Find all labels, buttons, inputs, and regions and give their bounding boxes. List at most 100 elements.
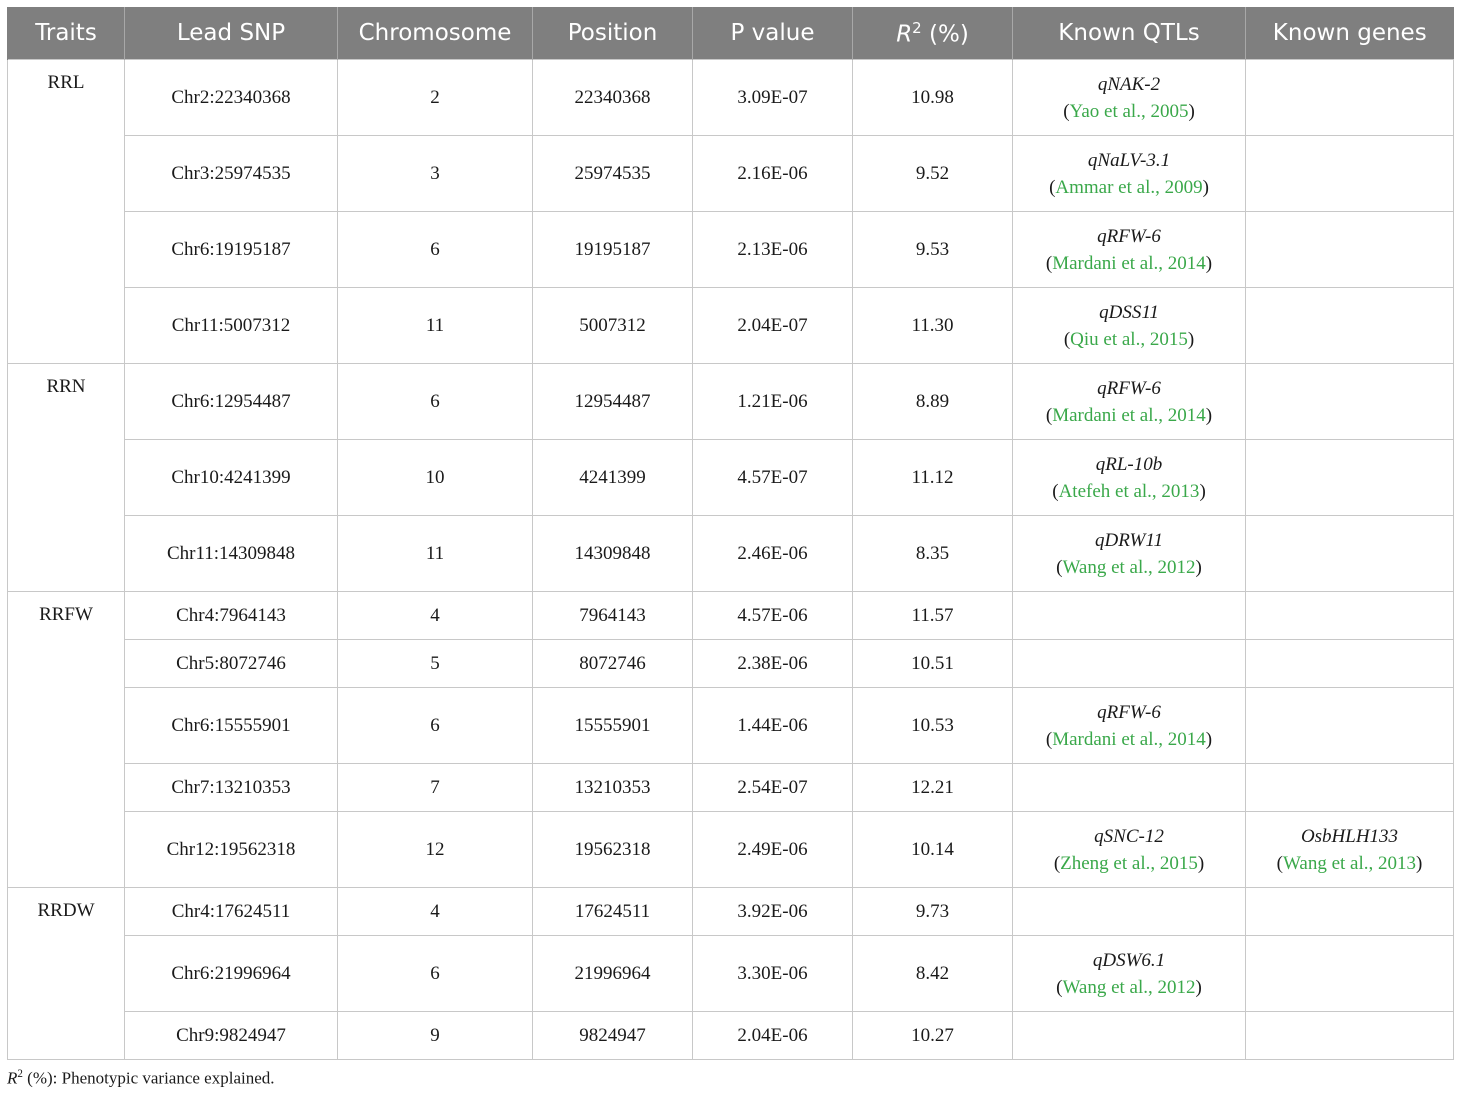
r2-cell: 12.21 bbox=[852, 763, 1013, 812]
lead-snp-cell: Chr6:15555901 bbox=[124, 687, 338, 764]
chromosome-cell: 6 bbox=[337, 935, 533, 1012]
known-gene-citation: (Wang et al., 2013) bbox=[1276, 852, 1423, 874]
known-qtl-cell bbox=[1012, 887, 1246, 936]
known-qtl-cell bbox=[1012, 763, 1246, 812]
known-qtl-citation: (Wang et al., 2012) bbox=[1056, 556, 1202, 578]
known-gene-cell bbox=[1245, 887, 1454, 936]
p-value-cell: 2.54E-07 bbox=[692, 763, 853, 812]
known-qtl-cell: qRFW-6 (Mardani et al., 2014) bbox=[1012, 687, 1246, 764]
lead-snp-cell: Chr10:4241399 bbox=[124, 439, 338, 516]
p-value-cell: 2.04E-07 bbox=[692, 287, 853, 364]
known-qtl-citation-link: Qiu et al., 2015 bbox=[1070, 328, 1188, 350]
p-value-cell: 4.57E-06 bbox=[692, 591, 853, 640]
position-cell: 25974535 bbox=[532, 135, 693, 212]
p-value-cell: 2.04E-06 bbox=[692, 1011, 853, 1060]
chromosome-cell: 3 bbox=[337, 135, 533, 212]
r2-cell: 11.30 bbox=[852, 287, 1013, 364]
chromosome-cell: 6 bbox=[337, 211, 533, 288]
chromosome-cell: 10 bbox=[337, 439, 533, 516]
lead-snp-cell: Chr5:8072746 bbox=[124, 639, 338, 688]
table-row: Chr10:4241399 10 4241399 4.57E-07 11.12 qRL-1… bbox=[8, 439, 1454, 516]
known-gene-cell bbox=[1245, 763, 1454, 812]
position-cell: 19195187 bbox=[532, 211, 693, 288]
p-value-cell: 1.44E-06 bbox=[692, 687, 853, 764]
known-qtl-name: qRFW-6 bbox=[1097, 225, 1161, 247]
known-gene-cell bbox=[1245, 515, 1454, 592]
known-qtl-name: qRL-10b bbox=[1095, 453, 1163, 475]
header-lead-snp: Lead SNP bbox=[124, 7, 338, 60]
r2-cell: 10.14 bbox=[852, 811, 1013, 888]
header-p-value: P value bbox=[692, 7, 853, 60]
known-qtl-cell: qSNC-12 (Zheng et al., 2015) bbox=[1012, 811, 1246, 888]
p-value-cell: 2.38E-06 bbox=[692, 639, 853, 688]
known-qtl-citation-link: Mardani et al., 2014 bbox=[1052, 252, 1206, 274]
known-gene-name: OsbHLH133 bbox=[1300, 825, 1399, 847]
known-qtl-name: qDSW6.1 bbox=[1092, 949, 1166, 971]
known-gene-cell bbox=[1245, 287, 1454, 364]
r2-cell: 9.73 bbox=[852, 887, 1013, 936]
known-qtl-name: qSNC-12 bbox=[1094, 825, 1164, 847]
chromosome-cell: 4 bbox=[337, 591, 533, 640]
known-gene-cell bbox=[1245, 59, 1454, 136]
footnote-sup: 2 bbox=[17, 1068, 23, 1080]
footnote-r: R bbox=[7, 1068, 18, 1088]
position-cell: 12954487 bbox=[532, 363, 693, 440]
known-qtl-name: qRFW-6 bbox=[1097, 701, 1161, 723]
lead-snp-cell: Chr12:19562318 bbox=[124, 811, 338, 888]
known-qtl-citation: (Qiu et al., 2015) bbox=[1063, 328, 1195, 350]
p-value-cell: 3.30E-06 bbox=[692, 935, 853, 1012]
known-qtl-citation: (Wang et al., 2012) bbox=[1056, 976, 1202, 998]
known-qtl-citation-link: Zheng et al., 2015 bbox=[1060, 852, 1198, 874]
table-row: Chr7:13210353 7 13210353 2.54E-07 12.21 bbox=[8, 763, 1454, 812]
table-row: RRDW Chr4:17624511 4 17624511 3.92E-06 9.73 bbox=[7, 887, 1454, 1060]
header-r2-unit: (%) bbox=[921, 21, 969, 48]
chromosome-cell: 11 bbox=[337, 515, 533, 592]
known-qtl-citation-link: Mardani et al., 2014 bbox=[1052, 404, 1206, 426]
p-value-cell: 1.21E-06 bbox=[692, 363, 853, 440]
p-value-cell: 2.46E-06 bbox=[692, 515, 853, 592]
known-gene-cell: OsbHLH133 (Wang et al., 2013) bbox=[1245, 811, 1454, 888]
position-cell: 7964143 bbox=[532, 591, 693, 640]
position-cell: 4241399 bbox=[532, 439, 693, 516]
known-qtl-citation-link: Atefeh et al., 2013 bbox=[1058, 480, 1200, 502]
chromosome-cell: 11 bbox=[337, 287, 533, 364]
known-gene-cell bbox=[1245, 591, 1454, 640]
header-r2: R2 (%) bbox=[852, 7, 1013, 60]
position-cell: 8072746 bbox=[532, 639, 693, 688]
p-value-cell: 2.13E-06 bbox=[692, 211, 853, 288]
chromosome-cell: 6 bbox=[337, 687, 533, 764]
lead-snp-cell: Chr9:9824947 bbox=[124, 1011, 338, 1060]
table-row: Chr6:15555901 6 15555901 1.44E-06 10.53 qRFW-… bbox=[8, 687, 1454, 764]
header-r2-sup: 2 bbox=[912, 18, 922, 37]
known-gene-cell bbox=[1245, 439, 1454, 516]
r2-cell: 8.42 bbox=[852, 935, 1013, 1012]
known-qtl-name: qDSS11 bbox=[1099, 301, 1159, 323]
position-cell: 19562318 bbox=[532, 811, 693, 888]
known-qtl-name: qDRW11 bbox=[1095, 529, 1163, 551]
header-traits: Traits bbox=[7, 7, 125, 60]
header-r2-r: R bbox=[896, 21, 913, 48]
known-qtl-citation: (Zheng et al., 2015) bbox=[1053, 852, 1205, 874]
known-gene-cell bbox=[1245, 135, 1454, 212]
p-value-cell: 3.09E-07 bbox=[692, 59, 853, 136]
trait-cell: RRFW bbox=[7, 591, 125, 888]
known-qtl-cell: qRFW-6 (Mardani et al., 2014) bbox=[1012, 211, 1246, 288]
chromosome-cell: 2 bbox=[337, 59, 533, 136]
r2-cell: 8.89 bbox=[852, 363, 1013, 440]
table-body: RRL Chr2:22340368 2 22340368 3.09E-07 10.98 qN… bbox=[7, 59, 1454, 1060]
header-known-genes: Known genes bbox=[1245, 7, 1454, 60]
position-cell: 17624511 bbox=[532, 887, 693, 936]
p-value-cell: 3.92E-06 bbox=[692, 887, 853, 936]
lead-snp-cell: Chr7:13210353 bbox=[124, 763, 338, 812]
known-qtl-cell: qNaLV-3.1 (Ammar et al., 2009) bbox=[1012, 135, 1246, 212]
known-qtl-citation-link: Wang et al., 2012 bbox=[1062, 976, 1196, 998]
known-qtl-cell bbox=[1012, 639, 1246, 688]
r2-cell: 11.12 bbox=[852, 439, 1013, 516]
known-gene-cell bbox=[1245, 363, 1454, 440]
known-qtl-cell: qRL-10b (Atefeh et al., 2013) bbox=[1012, 439, 1246, 516]
known-gene-cell bbox=[1245, 935, 1454, 1012]
chromosome-cell: 12 bbox=[337, 811, 533, 888]
header-chromosome: Chromosome bbox=[337, 7, 533, 60]
known-qtl-cell: qDRW11 (Wang et al., 2012) bbox=[1012, 515, 1246, 592]
lead-snp-cell: Chr6:21996964 bbox=[124, 935, 338, 1012]
